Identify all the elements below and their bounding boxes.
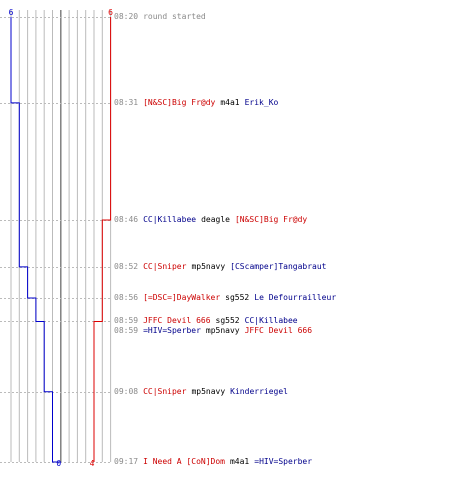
weapon-name: sg552 (215, 316, 240, 326)
event-time: 08:59 (114, 316, 139, 326)
victim-name: Kinderriegel (230, 386, 288, 396)
killer-name: [N&SC]Big Fr@dy (143, 97, 216, 107)
weapon-name: m4a1 (229, 457, 250, 466)
victim-name: [N&SC]Big Fr@dy (234, 214, 308, 224)
weapon-name: mp5navy (191, 261, 226, 271)
red-team-alive-line (93, 17, 112, 462)
event-row: 08:59 JFFC Devil 666 sg552 CC|Killabee (114, 316, 298, 326)
event-row: 08:20 round started (114, 12, 206, 22)
victim-name: =HIV=Sperber (254, 457, 313, 466)
event-time: 09:08 (114, 386, 139, 396)
event-row: 08:52 CC|Sniper mp5navy [CScamper]Tangabrau… (114, 262, 327, 272)
event-time: 08:20 (114, 12, 139, 21)
victim-name: CC|Killabee (244, 316, 298, 326)
killer-name: JFFC Devil 666 (143, 316, 211, 326)
event-row: 08:46 CC|Killabee deagle [N&SC]Big Fr@dy (114, 215, 307, 225)
weapon-name: m4a1 (220, 97, 240, 107)
blue-start-label: 6 (9, 8, 14, 17)
event-row: 08:59 =HIV=Sperber mp5navy JFFC Devil 666 (114, 326, 312, 336)
weapon-name: mp5navy (191, 386, 226, 396)
event-time: 08:46 (114, 214, 139, 224)
blue-team-alive-line (10, 17, 61, 463)
weapon-name: mp5navy (205, 326, 240, 336)
victim-name: Erik_Ko (244, 97, 279, 107)
killer-name: =HIV=Sperber (143, 326, 201, 336)
event-time: 08:59 (114, 326, 139, 336)
red-start-label: 6 (108, 8, 113, 17)
killer-name: I Need A [CoN]Dom (143, 457, 225, 466)
killer-name: [=DSC=]DayWalker (143, 293, 221, 303)
event-text: round started (143, 12, 206, 21)
weapon-name: deagle (201, 214, 230, 224)
event-time: 08:56 (114, 293, 139, 303)
event-row: 09:17 I Need A [CoN]Dom m4a1 =HIV=Sperber (114, 457, 312, 467)
victim-name: JFFC Devil 666 (244, 326, 313, 336)
blue-end-label: 0 (56, 459, 61, 468)
event-time: 08:31 (114, 97, 139, 107)
victim-name: Le Defourrailleur (254, 293, 337, 303)
red-end-label: 4 (90, 459, 95, 468)
weapon-name: sg552 (225, 293, 250, 303)
victim-name: [CScamper]Tangabraut (230, 261, 327, 271)
event-time: 09:17 (114, 457, 139, 466)
event-row: 09:08 CC|Sniper mp5navy Kinderriegel (114, 387, 288, 397)
killer-name: CC|Killabee (143, 214, 197, 224)
event-row: 08:56 [=DSC=]DayWalker sg552 Le Defourraill… (114, 293, 336, 303)
killer-name: CC|Sniper (143, 386, 187, 396)
event-time: 08:52 (114, 261, 139, 271)
killer-name: CC|Sniper (143, 261, 187, 271)
event-row: 08:31 [N&SC]Big Fr@dy m4a1 Erik_Ko (114, 98, 278, 108)
